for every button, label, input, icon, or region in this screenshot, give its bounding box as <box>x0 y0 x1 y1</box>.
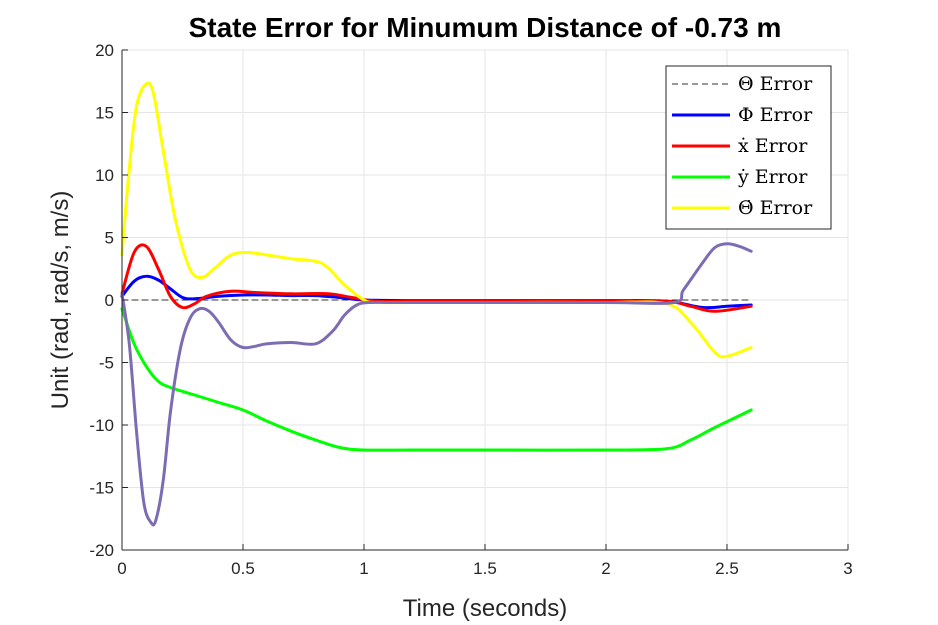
x-ticks: 0 0.5 1 1.5 2 2.5 3 <box>117 544 853 578</box>
legend-entry-label: ẋ Error <box>738 135 808 157</box>
x-tick-label: 1 <box>359 559 368 578</box>
y-ticks: -20 -15 -10 -5 0 5 10 15 20 <box>89 41 128 560</box>
y-tick-label: 20 <box>95 41 114 60</box>
x-tick-label: 2.5 <box>715 559 739 578</box>
x-tick-label: 1.5 <box>473 559 497 578</box>
legend-entry-label: Θ̇ Error <box>738 197 813 219</box>
y-tick-label: 10 <box>95 166 114 185</box>
legend-entry-label: Θ Error <box>738 73 813 95</box>
y-axis-label: Unit (rad, rad/s, m/s) <box>47 191 74 410</box>
legend-entry-label: ẏ Error <box>737 166 808 188</box>
y-tick-label: -10 <box>89 416 114 435</box>
y-tick-label: -5 <box>99 354 114 373</box>
x-tick-label: 3 <box>843 559 852 578</box>
y-tick-label: 5 <box>105 229 114 248</box>
x-tick-label: 0.5 <box>231 559 255 578</box>
x-axis-label: Time (seconds) <box>403 595 567 622</box>
legend-entry-label: Φ Error <box>738 104 813 126</box>
x-tick-label: 0 <box>117 559 126 578</box>
y-tick-label: -20 <box>89 541 114 560</box>
y-tick-label: 15 <box>95 104 114 123</box>
x-tick-label: 2 <box>601 559 610 578</box>
series-line-5-unlabeled <box>120 242 753 527</box>
series-lines <box>120 81 753 527</box>
y-tick-label: -15 <box>89 479 114 498</box>
series-line-3-error <box>120 307 753 452</box>
legend: Θ Error Φ Error ẋ Error ẏ Error Θ̇ Error <box>665 65 832 230</box>
y-tick-label: 0 <box>105 291 114 310</box>
chart-title: State Error for Minumum Distance of -0.7… <box>189 12 782 43</box>
